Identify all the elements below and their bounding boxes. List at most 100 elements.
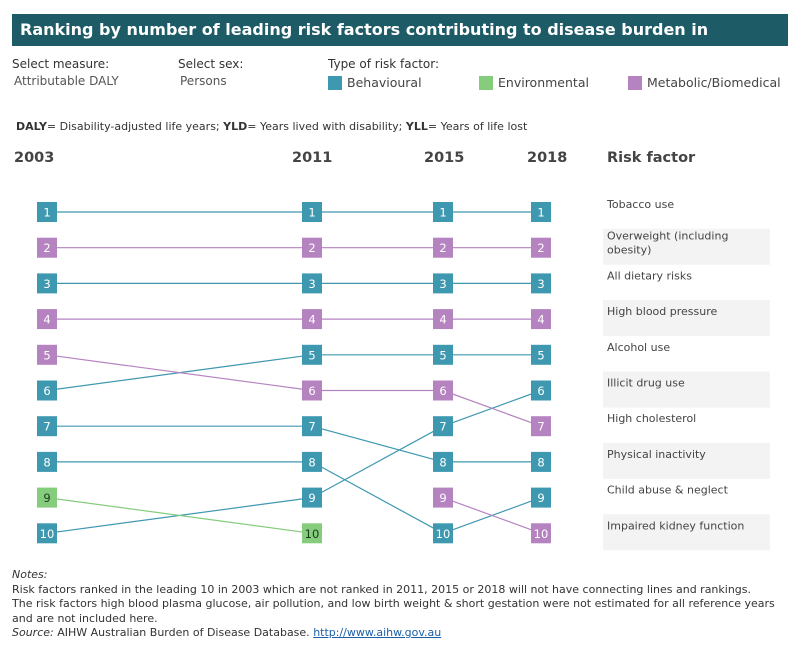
note-line-2: The risk factors high blood plasma gluco… [12, 597, 775, 625]
marker-all-dietary-risks-2011[interactable] [302, 273, 322, 294]
marker-child-abuse-neglect-2011[interactable] [302, 451, 322, 472]
marker-label-all-dietary-risks-2018: 3 [537, 277, 544, 291]
marker-label-overweight-including-obesity-2011: 2 [308, 241, 315, 255]
marker-alcohol-use-2011[interactable] [302, 344, 322, 365]
marker-label-alcohol-use-2011: 5 [308, 348, 315, 362]
legend-label-environmental: Environmental [498, 75, 589, 90]
risk-factor-band [603, 228, 770, 265]
marker-label-physical-inactivity-2003: 7 [43, 420, 50, 434]
marker-label-tobacco-use-2011: 1 [308, 206, 315, 220]
marker-illicit-drug-use-2018[interactable] [531, 380, 551, 401]
marker-alcohol-use-2018[interactable] [531, 344, 551, 365]
marker-physical-inactivity-2018[interactable] [531, 451, 551, 472]
yll-def: = Years of life lost [427, 120, 528, 133]
line-child-abuse-neglect-2011-2015 [311, 461, 444, 534]
source-line: Source: AIHW Australian Burden of Diseas… [12, 626, 792, 641]
marker-label-alcohol-use-2018: 5 [537, 348, 544, 362]
risk-factor-band [603, 300, 770, 337]
marker-alcohol-use-2003[interactable] [37, 380, 57, 401]
legend-swatch-behavioural [328, 75, 342, 90]
marker-label-air-pollution-2003: 9 [43, 491, 50, 505]
marker-all-dietary-risks-2003[interactable] [37, 273, 57, 294]
line-high-cholesterol-2015-2018 [442, 389, 542, 427]
marker-tobacco-use-2011[interactable] [302, 202, 322, 222]
measure-select[interactable]: Attributable DALY [14, 74, 119, 88]
marker-label-high-blood-pressure-2003: 4 [43, 313, 50, 327]
marker-physical-inactivity-2011[interactable] [302, 416, 322, 437]
marker-tobacco-use-2003[interactable] [37, 202, 57, 222]
marker-tobacco-use-2018[interactable] [531, 202, 551, 222]
legend-item-metabolic[interactable]: Metabolic/Biomedical [628, 75, 781, 90]
marker-tobacco-use-2015[interactable] [433, 202, 453, 222]
marker-high-blood-pressure-2003[interactable] [37, 309, 57, 330]
marker-label-physical-inactivity-2015: 8 [439, 455, 446, 469]
marker-label-all-dietary-risks-2011: 3 [308, 277, 315, 291]
marker-air-pollution-2003[interactable] [37, 487, 57, 508]
line-high-cholesterol-2003-2011 [46, 354, 313, 392]
marker-label-high-blood-pressure-2015: 4 [439, 313, 446, 327]
daly-abbr: DALY [16, 120, 47, 133]
definitions-line: DALY= Disability-adjusted life years; YL… [16, 120, 527, 133]
notes-heading: Notes: [12, 568, 48, 581]
marker-label-child-abuse-neglect-2011: 8 [308, 455, 315, 469]
marker-label-all-dietary-risks-2015: 3 [439, 277, 446, 291]
marker-label-impaired-kidney-function-2018: 10 [534, 527, 549, 541]
marker-high-cholesterol-2018[interactable] [531, 416, 551, 437]
risk-factor-label-tobacco-use: Tobacco use [606, 198, 674, 211]
marker-physical-inactivity-2003[interactable] [37, 416, 57, 437]
marker-label-overweight-including-obesity-2018: 2 [537, 241, 544, 255]
marker-high-blood-pressure-2018[interactable] [531, 309, 551, 330]
marker-impaired-kidney-function-2015[interactable] [433, 487, 453, 508]
marker-illicit-drug-use-2015[interactable] [433, 416, 453, 437]
legend-item-environmental[interactable]: Environmental [479, 75, 589, 90]
risk-factor-label-impaired-kidney-function: Impaired kidney function [607, 519, 744, 532]
marker-overweight-including-obesity-2011[interactable] [302, 237, 322, 258]
marker-label-illicit-drug-use-2011: 9 [308, 491, 315, 505]
marker-label-alcohol-use-2015: 5 [439, 348, 446, 362]
marker-label-alcohol-use-2003: 6 [43, 384, 50, 398]
marker-alcohol-use-2015[interactable] [433, 344, 453, 365]
risk-factor-label-overweight-including-obesity: Overweight (including obesity) [607, 230, 728, 257]
year-header-2015: 2015 [424, 150, 464, 166]
marker-high-cholesterol-2003[interactable] [37, 344, 57, 365]
marker-all-dietary-risks-2015[interactable] [433, 273, 453, 294]
marker-label-air-pollution-2011: 10 [305, 527, 320, 541]
marker-physical-inactivity-2015[interactable] [433, 451, 453, 472]
legend-title: Type of risk factor: [328, 57, 440, 71]
marker-all-dietary-risks-2018[interactable] [531, 273, 551, 294]
risk-factor-header: Risk factor [607, 150, 696, 166]
marker-overweight-including-obesity-2018[interactable] [531, 237, 551, 258]
marker-impaired-kidney-function-2018[interactable] [531, 523, 551, 544]
source-label: Source: [12, 626, 54, 639]
marker-overweight-including-obesity-2003[interactable] [37, 237, 57, 258]
marker-illicit-drug-use-2003[interactable] [37, 523, 57, 544]
sex-select[interactable]: Persons [180, 74, 227, 88]
marker-child-abuse-neglect-2015[interactable] [433, 523, 453, 544]
marker-label-high-blood-pressure-2018: 4 [537, 313, 544, 327]
marker-illicit-drug-use-2011[interactable] [302, 487, 322, 508]
marker-label-physical-inactivity-2011: 7 [308, 420, 315, 434]
marker-label-child-abuse-neglect-2003: 8 [43, 455, 50, 469]
marker-high-blood-pressure-2015[interactable] [433, 309, 453, 330]
sex-label: Select sex: [178, 57, 244, 71]
risk-factor-label-all-dietary-risks: All dietary risks [607, 269, 692, 282]
marker-high-cholesterol-2015[interactable] [433, 380, 453, 401]
risk-factor-label-child-abuse-neglect: Child abuse & neglect [607, 484, 729, 497]
marker-child-abuse-neglect-2018[interactable] [531, 487, 551, 508]
risk-factor-label-high-blood-pressure: High blood pressure [607, 305, 718, 318]
marker-high-blood-pressure-2011[interactable] [302, 309, 322, 330]
marker-label-illicit-drug-use-2015: 7 [439, 420, 446, 434]
marker-air-pollution-2011[interactable] [302, 523, 322, 544]
marker-label-tobacco-use-2003: 1 [43, 206, 50, 220]
risk-factor-label-illicit-drug-use: Illicit drug use [607, 377, 685, 390]
marker-high-cholesterol-2011[interactable] [302, 380, 322, 401]
marker-overweight-including-obesity-2015[interactable] [433, 237, 453, 258]
line-air-pollution-2003-2011 [46, 497, 313, 534]
marker-label-high-cholesterol-2003: 5 [43, 348, 50, 362]
risk-factor-label-physical-inactivity: Physical inactivity [607, 448, 706, 461]
legend-swatch-metabolic [628, 75, 642, 90]
marker-child-abuse-neglect-2003[interactable] [37, 451, 57, 472]
source-link[interactable]: http://www.aihw.gov.au [313, 626, 442, 639]
legend-item-behavioural[interactable]: Behavioural [328, 75, 422, 90]
legend-label-behavioural: Behavioural [347, 75, 422, 90]
